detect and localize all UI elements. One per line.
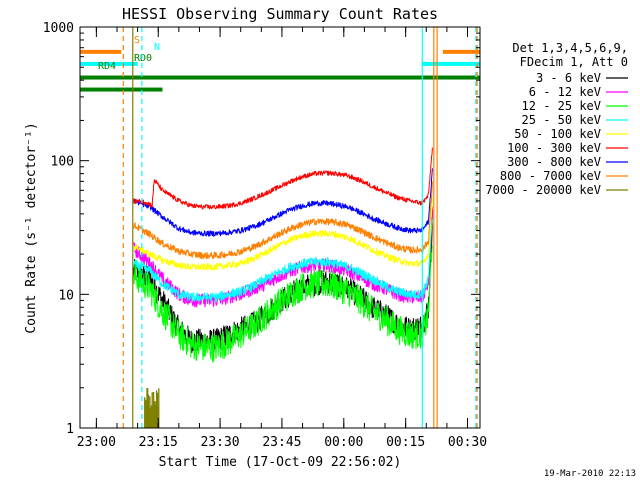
axes-layer: 1 10 100 1000 23:00 23:15 23:30 23:45 00:00 00:15… (43, 21, 487, 450)
legend-label: 3 - 6 keV (536, 71, 601, 85)
series-line-50-100kev (133, 196, 433, 271)
y-tick-label: 100 (51, 155, 74, 170)
flag-label-rd0: RD0 (134, 53, 152, 64)
series-line-25-50kev (133, 219, 433, 303)
y-tick-label: 10 (58, 288, 74, 303)
flag-label-rd4: RD4 (98, 61, 116, 72)
legend-label: 7000 - 20000 keV (485, 183, 601, 197)
data-layer (133, 147, 433, 428)
flag-bar-rd0-seg-0 (80, 75, 480, 80)
y-tick-label: 1 (66, 422, 74, 437)
legend-label: 800 - 7000 keV (500, 169, 601, 183)
legend-label: 100 - 300 keV (507, 141, 601, 155)
legend-label: 6 - 12 keV (529, 85, 601, 99)
flag-label-s: S (134, 35, 140, 46)
legend-header-line: FDecim 1, Att 0 (520, 55, 628, 69)
legend-label: 50 - 100 keV (514, 127, 601, 141)
flag-bar-n-seg-0 (80, 61, 138, 66)
x-axis-label: Start Time (17-Oct-09 22:56:02) (159, 455, 402, 470)
series-line-800-7000kev (133, 181, 433, 260)
x-tick-label: 23:30 (201, 435, 240, 450)
series-line-12-25kev (133, 245, 433, 363)
flag-bar-s-seg-1 (442, 49, 480, 54)
flag-label-n: N (154, 42, 160, 53)
legend-label: 12 - 25 keV (522, 99, 601, 113)
legend-label: 25 - 50 keV (522, 113, 601, 127)
x-tick-label: 00:30 (448, 435, 487, 450)
series-line-7000-20000kev (144, 388, 160, 428)
plot-frame (79, 26, 481, 429)
chart-title: HESSI Observing Summary Count Rates (122, 5, 438, 23)
series-line-100-300kev (133, 147, 433, 210)
flag-bar-rd4-seg-0 (80, 87, 163, 92)
flag-bar-s-seg-0 (80, 49, 122, 54)
x-tick-label: 00:15 (386, 435, 425, 450)
x-tick-label: 23:00 (77, 435, 116, 450)
flag-bar-n-seg-1 (422, 61, 480, 66)
legend-label: 300 - 800 keV (507, 155, 601, 169)
series-line-300-800kev (133, 168, 433, 237)
y-axis-label: Count Rate (s⁻¹ detector⁻¹) (24, 122, 39, 333)
footer-timestamp: 19-Mar-2010 22:13 (544, 469, 636, 479)
x-tick-label: 23:15 (139, 435, 178, 450)
y-tick-label: 1000 (43, 21, 74, 36)
series-line-6-12kev (133, 206, 433, 308)
legend-header-line: Det 1,3,4,5,6,9, (512, 41, 628, 55)
legend: Det 1,3,4,5,6,9,FDecim 1, Att 0 3 - 6 keV… (485, 41, 628, 197)
x-tick-label: 00:00 (324, 435, 363, 450)
x-tick-label: 23:45 (262, 435, 301, 450)
